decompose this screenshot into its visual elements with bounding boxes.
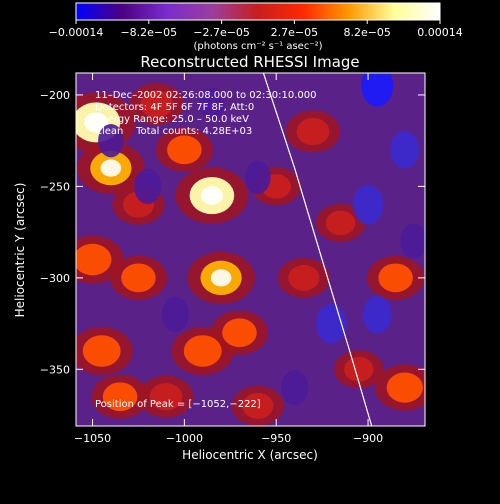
heat-blob-peak <box>84 112 109 133</box>
heat-blob-peak <box>200 186 224 205</box>
heat-blob-core <box>296 117 330 146</box>
info-line-time: 11–Dec–2002 02:26:08.000 to 02:30:10.000 <box>95 90 316 101</box>
cold-blob <box>98 124 124 158</box>
cold-blob <box>390 131 420 169</box>
colorbar-ticks: −0.00014 −8.2e−05 −2.7e−05 2.7e−05 8.2e−05 0.… <box>49 20 463 39</box>
colorbar-gradient <box>75 2 441 21</box>
colorbar-tick-label: −2.7e−05 <box>193 26 250 39</box>
heat-blob-core <box>121 263 156 293</box>
y-tick-label: −300 <box>40 272 70 285</box>
heat-blob-core <box>242 392 274 419</box>
y-axis-label: Heliocentric Y (arcsec) <box>13 183 27 318</box>
heat-blob-peak <box>210 269 232 287</box>
heat-blob-core <box>82 335 121 367</box>
info-text-block: 11–Dec–2002 02:26:08.000 to 02:30:10.000… <box>95 90 316 137</box>
solar-limb-curve <box>262 73 373 426</box>
cold-blob <box>245 160 271 194</box>
x-axis-label: Heliocentric X (arcsec) <box>182 448 318 462</box>
y-tick-label: −200 <box>40 89 70 102</box>
colorbar-tick-label: 0.00014 <box>417 26 463 39</box>
heat-blob-core <box>344 357 374 382</box>
cold-blob <box>199 87 225 121</box>
colorbar-tick-label: −0.00014 <box>49 26 104 39</box>
peak-position-label: Position of Peak = [−1052,−222] <box>95 399 261 410</box>
heat-blob-core <box>325 210 356 236</box>
heat-blob-core <box>183 335 222 367</box>
cold-blob <box>361 73 394 107</box>
info-line-counts: Clean Total counts: 4.28E+03 <box>95 126 252 137</box>
colorbar-tick-label: −8.2e−05 <box>120 26 177 39</box>
heat-blob-core <box>149 383 183 411</box>
y-tick-label: −350 <box>40 363 70 376</box>
heat-blob-core <box>386 372 423 403</box>
colorbar: −0.00014 −8.2e−05 −2.7e−05 2.7e−05 8.2e−05 0.… <box>49 2 463 52</box>
cold-blob <box>134 168 162 205</box>
x-tick-label: −950 <box>261 432 291 445</box>
plot-area: −1050 −1000 −950 −900 −200 −250 −300 −350 11–De… <box>40 72 426 445</box>
heat-blob-core <box>76 243 112 276</box>
cold-blob <box>280 369 309 406</box>
colorbar-tick-label: 8.2e−05 <box>343 26 390 39</box>
cold-blob <box>400 223 425 259</box>
x-tick-label: −1000 <box>166 432 203 445</box>
info-line-energy: Energy Range: 25.0 – 50.0 keV <box>95 114 249 125</box>
chart-title: Reconstructed RHESSI Image <box>140 53 359 71</box>
heat-blob-core <box>167 135 202 165</box>
y-tick-label: −250 <box>40 180 70 193</box>
x-tick-label: −900 <box>353 432 383 445</box>
cold-blob <box>352 184 384 225</box>
axis-ticks: −1050 −1000 −950 −900 −200 −250 −300 −350 <box>40 73 425 445</box>
heatmap-image <box>76 73 425 426</box>
plot-frame <box>75 72 426 427</box>
heat-blob-peak <box>100 159 122 177</box>
colorbar-unit-label: (photons cm⁻² s⁻¹ asec⁻²) <box>193 41 322 52</box>
colorbar-tick-label: 2.7e−05 <box>271 26 318 39</box>
heat-blob-core <box>140 90 174 118</box>
x-tick-label: −1050 <box>74 432 111 445</box>
heat-blob-core <box>378 263 413 293</box>
cold-blob <box>161 296 189 333</box>
heat-blob-core <box>102 382 138 412</box>
heat-blob-core <box>222 318 257 348</box>
heat-blob-core <box>288 264 320 291</box>
info-line-detectors: Detectors: 4F 5F 6F 7F 8F, Att:0 <box>95 102 254 113</box>
cold-blob <box>362 295 392 334</box>
